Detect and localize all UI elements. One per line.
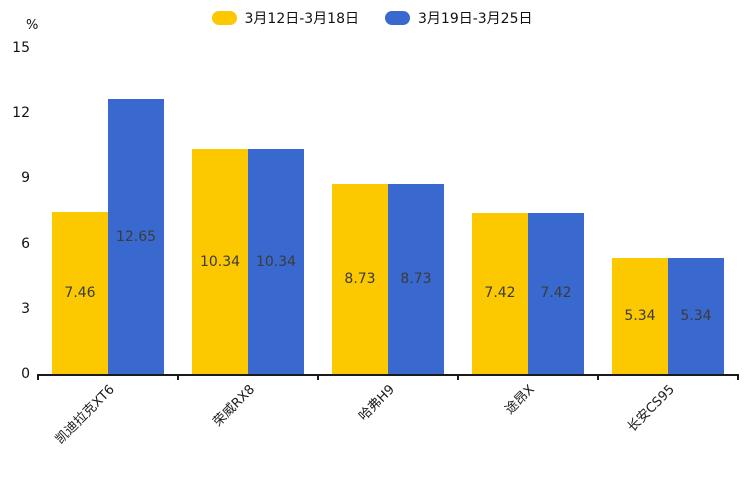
plot-area: 7.46 12.65 凯迪拉克XT6 10.34 10.34 荣威RX8	[37, 48, 739, 447]
bar-value-label: 7.42	[540, 285, 572, 302]
legend-swatch-week1	[211, 11, 237, 25]
legend-item-week2[interactable]: 3月19日-3月25日	[385, 8, 533, 28]
bar-pair: 7.42 7.42	[458, 48, 598, 374]
x-axis-label: 途昂X	[502, 382, 538, 418]
bar-week1-cadillac-xt6: 7.46	[52, 211, 108, 374]
x-axis-label: 凯迪拉克XT6	[52, 382, 118, 448]
bar-pair: 5.34 5.34	[598, 48, 738, 374]
bar-week1-teramont-x: 7.42	[472, 212, 528, 374]
category-group-cadillac-xt6: 7.46 12.65 凯迪拉克XT6	[38, 48, 178, 447]
bar-value-label: 7.42	[484, 285, 516, 302]
bar-pair: 8.73 8.73	[318, 48, 458, 374]
x-axis-tick	[37, 374, 39, 380]
legend-label-week2: 3月19日-3月25日	[418, 11, 533, 27]
category-group-roewe-rx8: 10.34 10.34 荣威RX8	[178, 48, 318, 430]
bar-week2-cadillac-xt6: 12.65	[108, 99, 164, 374]
legend-label-week1: 3月12日-3月18日	[244, 11, 360, 27]
legend-item-week1[interactable]: 3月12日-3月18日	[211, 8, 360, 28]
bar-week2-haval-h9: 8.73	[388, 184, 444, 374]
bar-value-label: 7.46	[64, 284, 96, 301]
y-tick-label: 3	[21, 300, 30, 317]
x-axis-tick	[737, 374, 739, 380]
y-tick-label: 12	[12, 105, 30, 122]
x-axis-label: 哈弗H9	[356, 382, 398, 425]
bar-pair: 10.34 10.34	[178, 48, 318, 374]
bar-week1-changan-cs95: 5.34	[612, 257, 668, 374]
bar-value-label: 10.34	[199, 253, 241, 270]
legend-swatch-week2	[385, 11, 410, 25]
bar-value-label: 5.34	[680, 307, 712, 324]
y-tick-label: 9	[21, 170, 30, 187]
category-group-teramont-x: 7.42 7.42 途昂X	[458, 48, 598, 418]
category-group-haval-h9: 8.73 8.73 哈弗H9	[318, 48, 458, 424]
bar-pair: 7.46 12.65	[38, 48, 178, 374]
x-axis-tick	[457, 374, 459, 380]
x-axis-label: 长安CS95	[624, 382, 678, 436]
bar-week1-haval-h9: 8.73	[332, 184, 388, 374]
bar-value-label: 8.73	[344, 271, 376, 288]
bar-value-label: 8.73	[400, 271, 432, 288]
bar-value-label: 5.34	[624, 307, 656, 324]
bar-week2-teramont-x: 7.42	[528, 212, 584, 374]
bar-week1-roewe-rx8: 10.34	[192, 149, 248, 374]
y-axis-unit-label: %	[26, 18, 39, 33]
y-axis: 15 12 9 6 3 0	[0, 41, 30, 381]
bar-value-label: 12.65	[115, 228, 157, 245]
y-tick-label: 6	[21, 235, 30, 252]
category-group-changan-cs95: 5.34 5.34 长安CS95	[598, 48, 738, 435]
x-axis-tick	[177, 374, 179, 380]
legend: 3月12日-3月18日 3月19日-3月25日	[0, 8, 744, 28]
y-tick-label: 15	[12, 40, 30, 56]
x-axis-label: 荣威RX8	[210, 382, 258, 430]
x-axis-tick	[317, 374, 319, 380]
bar-week2-roewe-rx8: 10.34	[248, 149, 304, 374]
x-axis-tick	[597, 374, 599, 380]
bar-value-label: 10.34	[255, 253, 297, 270]
bar-week2-changan-cs95: 5.34	[668, 257, 724, 374]
y-tick-label: 0	[21, 366, 30, 382]
